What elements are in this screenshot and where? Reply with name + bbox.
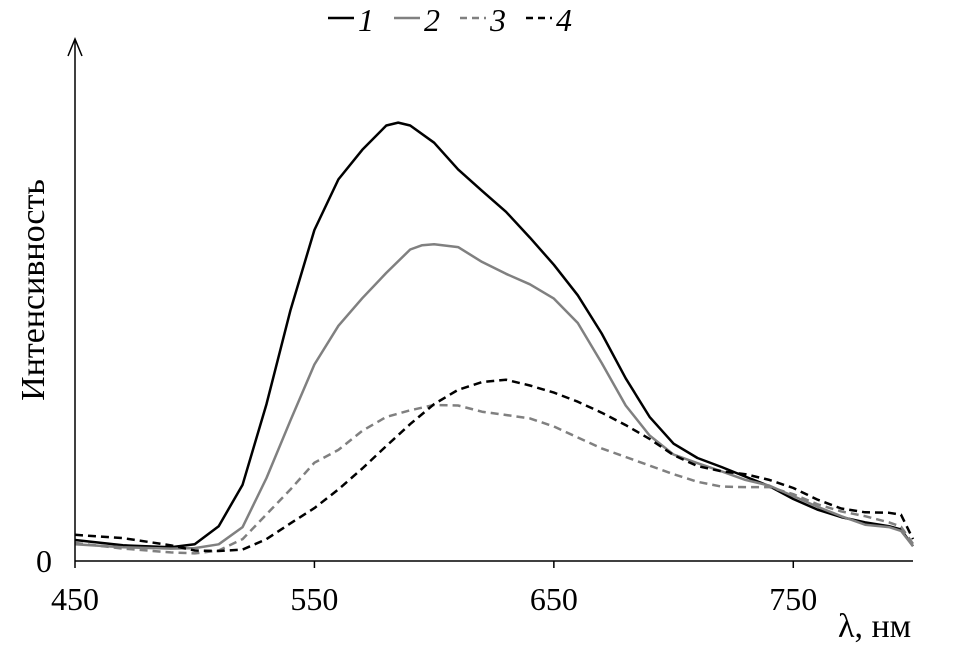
x-ticks: 450 550 650 750 [51, 561, 817, 617]
legend-label-1: 1 [358, 2, 374, 38]
legend-label-4: 4 [556, 2, 572, 38]
series-line-2 [74, 243, 914, 550]
x-tick-label: 450 [51, 581, 99, 617]
y-tick-label: 0 [36, 543, 52, 579]
x-tick-label: 550 [290, 581, 338, 617]
legend: 1 2 3 4 [328, 2, 572, 38]
y-axis-arrow-icon [67, 37, 83, 57]
plot-lines [74, 121, 915, 555]
x-axis-title: λ, нм [838, 608, 911, 645]
legend-label-3: 3 [489, 2, 506, 38]
axes [67, 37, 913, 562]
series-line-3 [74, 403, 915, 555]
x-tick-label: 750 [769, 581, 817, 617]
series-line-4 [74, 378, 915, 553]
x-tick-label: 650 [530, 581, 578, 617]
series-line-1 [74, 121, 915, 549]
y-axis-title: Интенсивность [15, 179, 52, 401]
y-ticks: 0 [36, 543, 52, 579]
legend-label-2: 2 [424, 2, 440, 38]
